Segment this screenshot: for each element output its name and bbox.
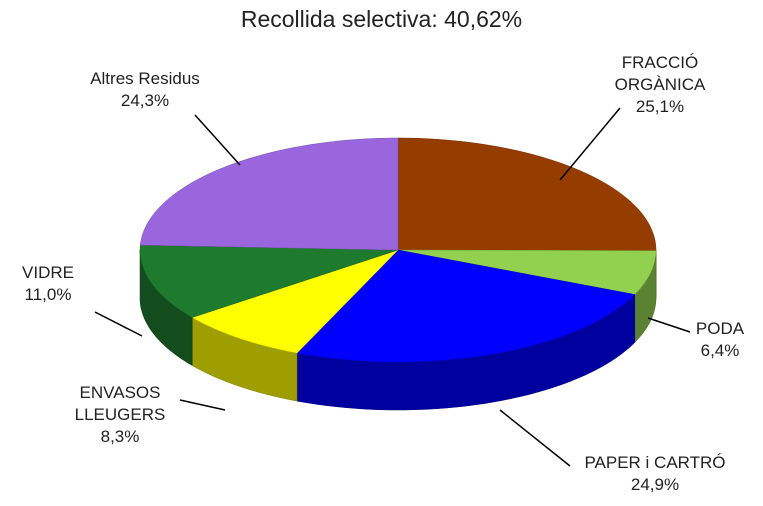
value-label: 24,9% xyxy=(630,475,680,494)
chart-title: Recollida selectiva: 40,62% xyxy=(240,6,523,32)
slice xyxy=(191,249,399,354)
category-label: Altres Residus xyxy=(90,69,200,88)
leader-line xyxy=(94,311,143,337)
leader-line xyxy=(499,409,571,467)
value-label: 24,3% xyxy=(120,91,170,110)
leader-line xyxy=(647,317,691,333)
slice xyxy=(296,249,636,363)
slice xyxy=(139,137,399,251)
value-label: 25,1% xyxy=(635,97,685,116)
slice-label: Altres Residus 24,3% xyxy=(60,68,230,112)
leader-line xyxy=(179,399,226,411)
slice-label: PAPER i CARTRÓ 24,9% xyxy=(560,452,750,496)
category-label: ENVASOS LLEUGERS xyxy=(74,383,166,424)
slice-label: PODA 6,4% xyxy=(680,318,760,362)
category-label: PODA xyxy=(695,319,745,338)
value-label: 11,0% xyxy=(24,285,72,304)
slice-label: VIDRE 11,0% xyxy=(8,262,88,306)
category-label: PAPER i CARTRÓ xyxy=(584,453,726,472)
slice xyxy=(397,137,657,251)
leader-line xyxy=(559,107,621,181)
category-label: VIDRE xyxy=(22,263,74,282)
value-label: 8,3% xyxy=(100,427,140,446)
slice-label: FRACCIÓ ORGÀNICA 25,1% xyxy=(600,52,720,118)
slice xyxy=(397,249,657,295)
slice-label: ENVASOS LLEUGERS 8,3% xyxy=(65,382,175,448)
leader-line xyxy=(194,114,241,166)
category-label: FRACCIÓ ORGÀNICA xyxy=(614,53,706,94)
slice xyxy=(139,244,399,318)
value-label: 6,4% xyxy=(700,341,740,360)
